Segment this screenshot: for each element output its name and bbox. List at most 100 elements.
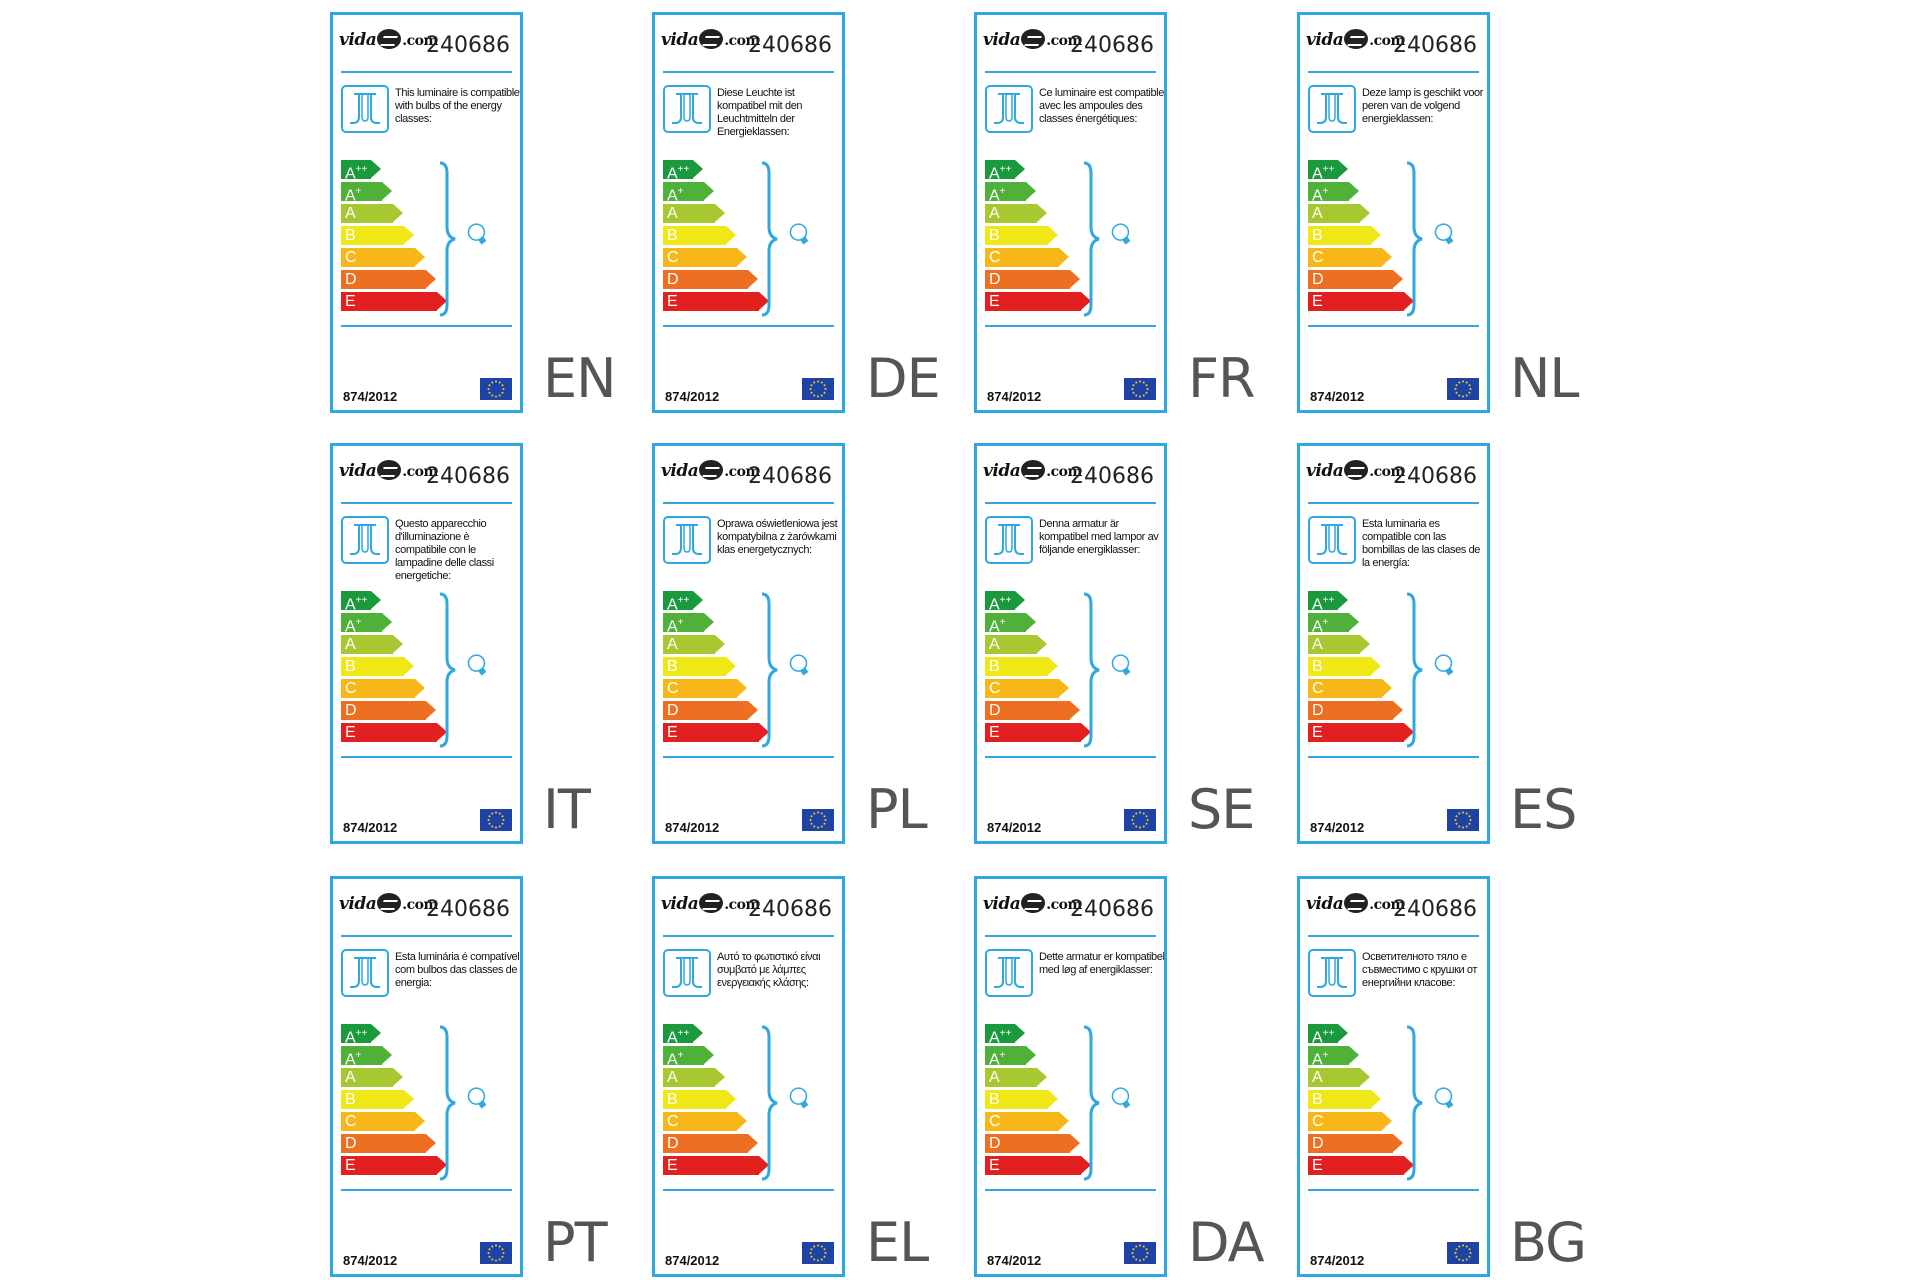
language-code: SE bbox=[1188, 778, 1255, 841]
energy-class-arrow: A+ bbox=[341, 613, 392, 635]
energy-class-letter: D bbox=[667, 271, 679, 288]
energy-class-scale: A++ A+ A B C D E bbox=[341, 1024, 447, 1178]
energy-label-card: vida .com 240686 Осветителното тяло е съвм… bbox=[1297, 876, 1490, 1277]
divider bbox=[1308, 325, 1479, 327]
divider bbox=[985, 1189, 1156, 1191]
energy-class-arrow: A++ bbox=[1308, 160, 1348, 183]
language-code: BG bbox=[1510, 1211, 1587, 1274]
luminaire-icon bbox=[663, 85, 711, 133]
energy-label-card: vida .com 240686 Denna armatur är kompatib… bbox=[974, 443, 1167, 844]
energy-class-arrow: A++ bbox=[663, 591, 703, 614]
language-code: PT bbox=[543, 1211, 608, 1274]
energy-class-arrow: A++ bbox=[341, 591, 381, 613]
logo-prefix: vida bbox=[1306, 894, 1344, 914]
energy-class-sup: + bbox=[677, 617, 684, 628]
energy-class-scale: A++ A+ A B C D E bbox=[1308, 160, 1414, 314]
energy-class-letter: A bbox=[345, 1069, 356, 1086]
bracket-icon bbox=[760, 592, 780, 753]
luminaire-icon bbox=[1308, 85, 1356, 133]
energy-class-letter: A bbox=[667, 1029, 678, 1047]
energy-class-letter: E bbox=[1312, 293, 1323, 310]
logo-suffix: .com bbox=[1369, 897, 1405, 913]
energy-class-arrow: D bbox=[341, 270, 436, 289]
light-bulb-icon bbox=[465, 1085, 493, 1116]
eu-flag-icon bbox=[1447, 809, 1479, 831]
divider bbox=[985, 502, 1156, 504]
energy-class-sup: ++ bbox=[355, 595, 368, 606]
energy-class-letter: D bbox=[989, 271, 1001, 288]
energy-class-arrow: A+ bbox=[663, 1046, 714, 1069]
compatibility-text: Ce luminaire est compatible avec les amp… bbox=[1039, 87, 1164, 125]
logo-prefix: vida bbox=[339, 30, 377, 50]
energy-class-letter: B bbox=[989, 227, 1000, 244]
energy-class-letter: A bbox=[1312, 1069, 1323, 1086]
vidaxl-logo: vida .com bbox=[339, 893, 438, 914]
energy-class-letter: A bbox=[667, 596, 678, 614]
energy-class-letter: A bbox=[667, 1051, 678, 1069]
compatibility-text: Dette armatur er kompatibel med løg af e… bbox=[1039, 951, 1165, 976]
energy-class-sup: + bbox=[355, 1050, 362, 1061]
energy-class-sup: ++ bbox=[355, 164, 368, 175]
eu-flag-icon bbox=[1124, 1242, 1156, 1264]
regulation-number: 874/2012 bbox=[343, 389, 398, 404]
energy-class-arrow: C bbox=[663, 248, 747, 267]
divider bbox=[985, 71, 1156, 73]
xl-mark-icon bbox=[699, 460, 724, 480]
energy-class-letter: A bbox=[345, 1029, 356, 1047]
energy-class-letter: A bbox=[1312, 165, 1323, 183]
energy-class-arrow: A bbox=[663, 204, 725, 223]
energy-class-arrow: A+ bbox=[1308, 613, 1359, 636]
energy-class-arrow: D bbox=[1308, 270, 1403, 289]
energy-class-sup: ++ bbox=[677, 164, 690, 175]
energy-class-letter: B bbox=[1312, 658, 1323, 675]
vidaxl-logo: vida .com bbox=[339, 460, 438, 481]
energy-class-arrow: C bbox=[341, 1112, 425, 1131]
luminaire-icon bbox=[341, 949, 389, 997]
language-code: EN bbox=[543, 347, 617, 410]
energy-class-letter: A bbox=[1312, 636, 1323, 653]
divider bbox=[1308, 502, 1479, 504]
energy-class-letter: A bbox=[345, 165, 356, 183]
product-number: 240686 bbox=[748, 464, 832, 489]
energy-class-arrow: D bbox=[1308, 701, 1403, 720]
energy-class-arrow: B bbox=[985, 226, 1058, 245]
energy-class-arrow: E bbox=[663, 723, 769, 742]
energy-class-arrow: D bbox=[985, 1134, 1080, 1153]
bracket-icon bbox=[1082, 161, 1102, 322]
vidaxl-logo: vida .com bbox=[983, 893, 1082, 914]
vidaxl-logo: vida .com bbox=[983, 460, 1082, 481]
energy-class-arrow: B bbox=[985, 1090, 1058, 1109]
energy-class-letter: B bbox=[989, 658, 1000, 675]
label-header: vida .com 240686 bbox=[661, 889, 836, 933]
energy-class-arrow: A bbox=[1308, 1068, 1370, 1087]
energy-class-letter: C bbox=[667, 1113, 679, 1130]
energy-class-letter: A bbox=[1312, 618, 1323, 636]
eu-flag-icon bbox=[1124, 378, 1156, 400]
product-number: 240686 bbox=[426, 897, 510, 922]
energy-class-arrow: D bbox=[1308, 1134, 1403, 1153]
regulation-number: 874/2012 bbox=[665, 820, 720, 835]
energy-class-sup: ++ bbox=[355, 1028, 368, 1039]
eu-flag-icon bbox=[480, 809, 512, 831]
energy-class-letter: D bbox=[1312, 702, 1324, 719]
compatibility-text: Αυτό το φωτιστικό είναι συμβατό με λάμπε… bbox=[717, 951, 821, 989]
xl-mark-icon bbox=[1021, 460, 1046, 480]
xl-mark-icon bbox=[377, 29, 402, 49]
divider bbox=[985, 935, 1156, 937]
light-bulb-icon bbox=[1109, 652, 1137, 683]
energy-class-arrow: A+ bbox=[341, 1046, 392, 1068]
logo-suffix: .com bbox=[402, 464, 438, 480]
compatibility-text: Осветителното тяло е съвместимо с крушки… bbox=[1362, 951, 1478, 989]
logo-prefix: vida bbox=[1306, 30, 1344, 50]
bracket-icon bbox=[760, 161, 780, 322]
vidaxl-logo: vida .com bbox=[1306, 893, 1405, 914]
energy-class-letter: D bbox=[1312, 1135, 1324, 1152]
energy-class-arrow: E bbox=[1308, 292, 1414, 311]
regulation-number: 874/2012 bbox=[343, 1253, 398, 1268]
logo-suffix: .com bbox=[1369, 464, 1405, 480]
energy-class-arrow: A++ bbox=[1308, 1024, 1348, 1046]
compatibility-text: Esta luminaria es compatible con las bom… bbox=[1362, 518, 1481, 569]
energy-class-letter: E bbox=[345, 1157, 356, 1174]
energy-class-arrow: A++ bbox=[663, 1024, 703, 1047]
logo-suffix: .com bbox=[402, 33, 438, 49]
